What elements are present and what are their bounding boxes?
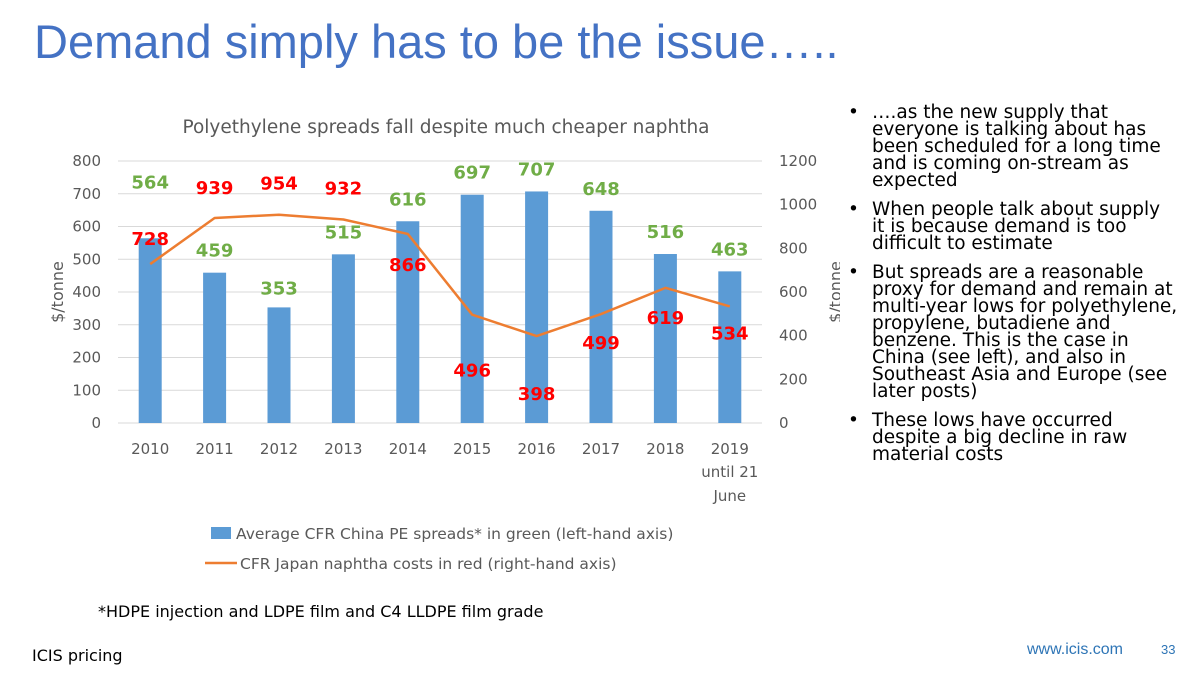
- y-tick-label-left: 400: [72, 283, 101, 301]
- line-value-label: 499: [582, 333, 620, 354]
- footnote: *HDPE injection and LDPE film and C4 LLD…: [98, 602, 544, 621]
- bar: [138, 238, 162, 423]
- x-tick-label: 2012: [260, 440, 298, 458]
- y-tick-label-right: 1000: [779, 196, 817, 214]
- y-tick-label-left: 500: [72, 250, 101, 268]
- y-axis-label-left: $/tonne: [48, 261, 67, 323]
- bullet-item: • ….as the new supply that everyone is ta…: [848, 102, 1178, 191]
- bar: [525, 191, 549, 423]
- legend-swatch-bar: [211, 527, 231, 539]
- bar: [653, 254, 677, 423]
- bar: [396, 221, 420, 423]
- bar-value-label: 648: [582, 179, 620, 200]
- y-tick-label-right: 400: [779, 327, 808, 345]
- line-series: [149, 213, 731, 338]
- bar-value-label: 353: [260, 278, 298, 299]
- bar-value-labels: 564 459 353 515 616 697 707 648 516 463: [131, 159, 748, 299]
- bar: [589, 210, 613, 423]
- page-number: 33: [1161, 642, 1176, 657]
- slide-title: Demand simply has to be the issue…..: [34, 15, 839, 68]
- y-tick-label-left: 300: [72, 316, 101, 334]
- y-tick-label-left: 600: [72, 218, 101, 236]
- y-tick-label-left: 800: [72, 152, 101, 170]
- bullet-text: But spreads are a reasonable proxy for d…: [872, 262, 1178, 402]
- y-tick-label-right: 0: [779, 414, 789, 432]
- x-tick-label: 2010: [131, 440, 169, 458]
- x-tick-label: 2013: [324, 440, 362, 458]
- bar: [460, 194, 484, 423]
- bar: [331, 254, 355, 423]
- x-tick-label: 2014: [389, 440, 427, 458]
- bar-value-label: 707: [518, 159, 556, 180]
- legend-label-bar: Average CFR China PE spreads* in green (…: [236, 525, 673, 543]
- bar-value-label: 515: [325, 222, 363, 243]
- line-value-label: 939: [196, 178, 234, 199]
- x-tick-label: 2016: [518, 440, 556, 458]
- bullet-icon: •: [848, 410, 859, 431]
- legend-label-line: CFR Japan naphtha costs in red (right-ha…: [240, 555, 617, 573]
- chart-title: Polyethylene spreads fall despite much c…: [182, 117, 709, 138]
- bullet-list: • ….as the new supply that everyone is ta…: [848, 102, 1178, 475]
- bullet-item: • But spreads are a reasonable proxy for …: [848, 262, 1178, 402]
- y-axis-label-right: $/tonne: [826, 261, 840, 323]
- bullet-text: These lows have occurred despite a big d…: [872, 410, 1128, 465]
- x-axis-ticks: 2010 2011 2012 2013 2014 2015 2016 2017 2018 2019…: [131, 440, 758, 505]
- bar-value-label: 459: [196, 241, 234, 262]
- bar-value-label: 463: [711, 239, 749, 260]
- bullet-item: • When people talk about supply it is bec…: [848, 199, 1178, 254]
- y-tick-label-right: 600: [779, 283, 808, 301]
- line-value-label: 932: [325, 179, 363, 200]
- x-tick-label: 2018: [646, 440, 684, 458]
- line-value-label: 534: [711, 323, 749, 344]
- y-tick-label-right: 800: [779, 239, 808, 257]
- source-label: ICIS pricing: [32, 646, 123, 665]
- bar: [718, 271, 742, 423]
- bullet-item: • These lows have occurred despite a big …: [848, 410, 1178, 465]
- legend: Average CFR China PE spreads* in green (…: [205, 525, 673, 573]
- line-value-label: 398: [518, 384, 556, 405]
- bullet-text: When people talk about supply it is beca…: [872, 199, 1161, 254]
- bar-series: [138, 191, 742, 423]
- x-tick-sublabel: until 21: [701, 463, 758, 481]
- x-tick-sublabel: June: [712, 487, 746, 505]
- y-tick-label-right: 1200: [779, 152, 817, 170]
- x-tick-label: 2017: [582, 440, 620, 458]
- website-link[interactable]: www.icis.com: [1027, 641, 1124, 658]
- bar-value-label: 564: [131, 172, 169, 193]
- x-tick-label: 2019: [711, 440, 749, 458]
- line-value-labels: 728 939 954 932 866 496 398 499 619 534: [131, 174, 748, 405]
- line-value-label: 619: [647, 308, 685, 329]
- naphtha-line: [149, 213, 731, 338]
- x-tick-label: 2015: [453, 440, 491, 458]
- line-value-label: 954: [260, 174, 298, 195]
- y-tick-label-left: 200: [72, 349, 101, 367]
- bar: [267, 307, 291, 423]
- line-value-label: 728: [131, 229, 169, 250]
- y-tick-label-left: 700: [72, 185, 101, 203]
- y-tick-label-right: 200: [779, 370, 808, 388]
- bar-value-label: 697: [453, 163, 491, 184]
- right-axis-ticks: 0 200 400 600 800 1000 1200: [779, 152, 817, 432]
- y-tick-label-left: 0: [91, 414, 101, 432]
- y-tick-label-left: 100: [72, 381, 101, 399]
- bullet-icon: •: [848, 199, 859, 220]
- bullet-text: ….as the new supply that everyone is tal…: [872, 102, 1161, 191]
- line-value-label: 866: [389, 255, 427, 276]
- bullet-icon: •: [848, 102, 859, 123]
- bar-value-label: 516: [647, 222, 685, 243]
- bar-value-label: 616: [389, 189, 427, 210]
- left-axis-ticks: 0 100 200 300 400 500 600 700 800: [72, 152, 101, 432]
- bar: [203, 272, 227, 423]
- bullet-icon: •: [848, 262, 859, 283]
- x-tick-label: 2011: [196, 440, 234, 458]
- line-value-label: 496: [453, 361, 491, 382]
- chart: Polyethylene spreads fall despite much c…: [48, 117, 840, 573]
